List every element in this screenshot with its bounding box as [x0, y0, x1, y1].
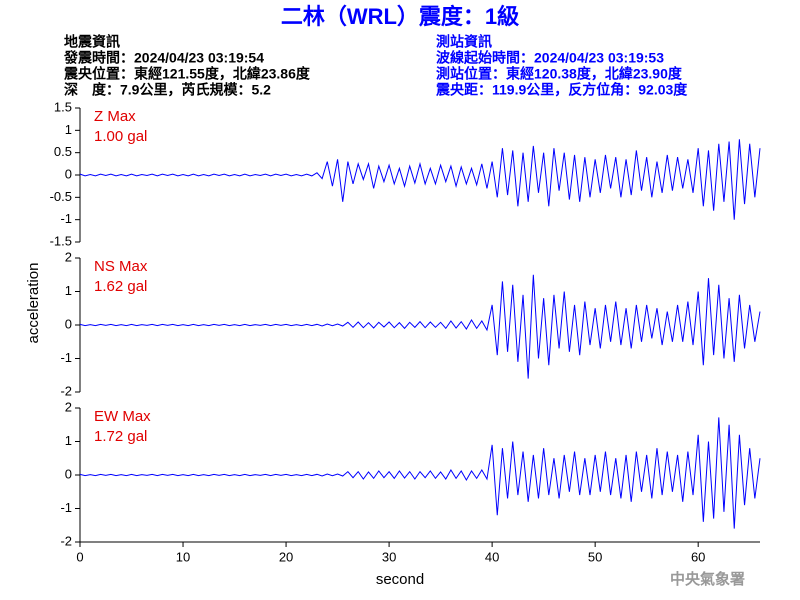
y-tick-label: 1	[65, 433, 72, 448]
y-tick-label: -1	[60, 211, 72, 226]
x-tick-label: 60	[691, 549, 705, 564]
waveform	[79, 417, 761, 529]
waveform	[79, 139, 761, 220]
quake-info: 深 度：7.9公里，芮氏規模：5.2	[64, 82, 271, 98]
x-tick-label: 30	[382, 549, 396, 564]
footer: 中央氣象署	[670, 570, 745, 588]
station-info: 震央距：119.9公里，反方位角：92.03度	[435, 82, 688, 98]
y-tick-label: -1	[60, 500, 72, 515]
x-tick-label: 50	[588, 549, 602, 564]
max-annotation: NS Max	[94, 258, 148, 275]
y-tick-label: 1	[65, 122, 72, 137]
y-tick-label: -0.5	[50, 189, 72, 204]
y-tick-label: 0.5	[54, 144, 72, 159]
y-tick-label: 2	[65, 249, 72, 264]
y-tick-label: 0	[65, 316, 72, 331]
y-tick-label: 1	[65, 283, 72, 298]
max-annotation: 1.62 gal	[94, 278, 147, 295]
station-info: 測站位置：東經120.38度，北緯23.90度	[436, 66, 683, 82]
y-tick-label: -2	[60, 383, 72, 398]
station-info: 測站資訊	[436, 34, 492, 50]
waveform	[79, 274, 761, 379]
station-info: 波線起始時間：2024/04/23 03:19:53	[436, 50, 664, 66]
y-tick-label: 1.5	[54, 99, 72, 114]
x-tick-label: 0	[76, 549, 83, 564]
max-annotation: 1.00 gal	[94, 128, 147, 145]
max-annotation: EW Max	[94, 408, 151, 425]
x-axis-label: second	[376, 571, 424, 588]
x-tick-label: 10	[176, 549, 190, 564]
y-axis-label: acceleration	[25, 263, 42, 344]
max-annotation: 1.72 gal	[94, 428, 147, 445]
quake-info: 發震時間：2024/04/23 03:19:54	[63, 50, 264, 66]
x-tick-label: 40	[485, 549, 499, 564]
y-tick-label: 0	[65, 466, 72, 481]
y-tick-label: 2	[65, 399, 72, 414]
quake-info: 震央位置：東經121.55度，北緯23.86度	[63, 66, 311, 82]
title: 二林（WRL）震度：1級	[281, 4, 519, 29]
quake-info: 地震資訊	[64, 34, 120, 50]
max-annotation: Z Max	[94, 108, 136, 125]
y-tick-label: 0	[65, 166, 72, 181]
y-tick-label: -1.5	[50, 233, 72, 248]
y-tick-label: -2	[60, 533, 72, 548]
x-tick-label: 20	[279, 549, 293, 564]
y-tick-label: -1	[60, 350, 72, 365]
